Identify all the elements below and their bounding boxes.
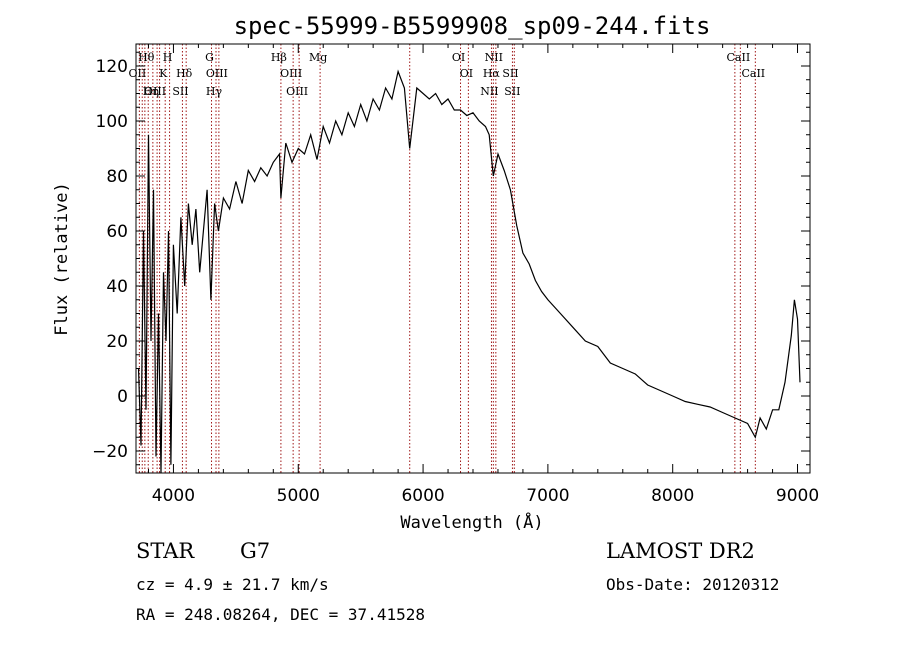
line-marker-label: Hη	[143, 85, 159, 98]
line-marker-label: Hδ	[176, 67, 193, 80]
x-tick-label: 6000	[401, 486, 444, 506]
y-tick-label: 120	[96, 57, 128, 77]
line-marker-label: CaII	[741, 67, 765, 80]
redshift-cz: cz = 4.9 ± 21.7 km/s	[136, 575, 329, 594]
line-marker-label: NII	[485, 51, 503, 64]
line-marker-label: OI	[452, 51, 465, 64]
object-subclass: G7	[240, 539, 270, 563]
y-axis-label: Flux (relative)	[52, 182, 72, 336]
line-marker-label: H	[163, 51, 173, 64]
x-axis-label: Wavelength (Å)	[400, 511, 543, 533]
line-marker-label: OIII	[144, 85, 166, 98]
y-tick-label: −20	[92, 442, 128, 462]
line-marker-label: SII	[502, 67, 518, 80]
y-tick-label: 0	[117, 387, 128, 407]
line-marker-label: Hθ	[138, 51, 155, 64]
object-class: STAR	[136, 539, 195, 563]
plot-frame	[135, 43, 811, 474]
spectrum-line	[137, 69, 801, 473]
x-tick-label: 4000	[152, 486, 195, 506]
y-tick-label: 100	[96, 112, 128, 132]
line-marker-label: Hβ	[271, 51, 287, 64]
y-tick-label: 60	[106, 222, 128, 242]
line-marker-label: G	[205, 51, 214, 64]
y-tick-label: 20	[106, 332, 128, 352]
x-tick-label: 9000	[776, 486, 819, 506]
x-axis-ticks: 4000 5000 6000 7000 8000 9000	[147, 44, 819, 506]
x-tick-label: 5000	[277, 486, 320, 506]
line-marker-label: OIII	[286, 85, 308, 98]
line-marker-label: Hγ	[206, 85, 223, 98]
y-tick-label: 80	[106, 167, 128, 187]
line-marker-label: OII	[129, 67, 147, 80]
ra-dec-coordinates: RA = 248.08264, DEC = 37.41528	[136, 605, 425, 624]
x-tick-label: 8000	[651, 486, 694, 506]
observation-date: Obs-Date: 20120312	[606, 575, 779, 594]
line-marker-label: Mg	[309, 51, 327, 64]
line-marker-label: NII	[480, 85, 498, 98]
line-marker-label: OIII	[206, 67, 228, 80]
line-marker-label: SII	[172, 85, 188, 98]
line-marker-label: CaII	[727, 51, 751, 64]
y-axis-ticks: −20 0 20 40 60 80 100 120	[92, 51, 810, 466]
line-marker-label: OI	[460, 67, 473, 80]
y-tick-label: 40	[106, 277, 128, 297]
survey-name: LAMOST DR2	[606, 539, 755, 563]
x-tick-label: 7000	[526, 486, 569, 506]
chart-title: spec-55999-B5599908_sp09-244.fits	[234, 12, 711, 40]
line-marker-label: SII	[504, 85, 520, 98]
line-marker-label: Hα	[483, 67, 501, 80]
line-marker-label: K	[159, 67, 168, 80]
line-marker-label: OIII	[280, 67, 302, 80]
spectrum-series	[137, 69, 801, 473]
